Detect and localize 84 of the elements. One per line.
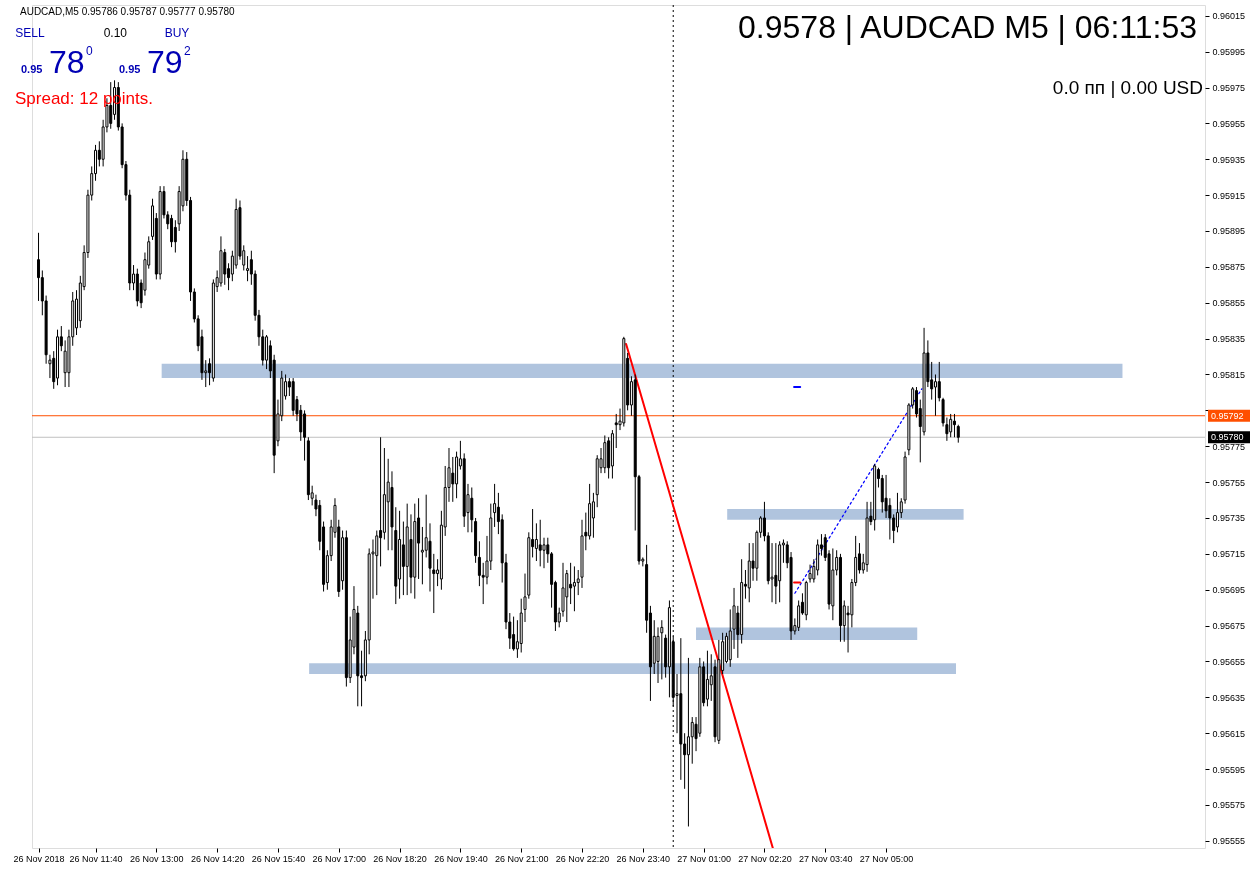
candlestick	[470, 486, 474, 533]
y-tick-label: 0.95995	[1212, 47, 1246, 58]
candlestick	[949, 413, 953, 438]
annotation: 79	[147, 44, 183, 80]
annotation: 78	[49, 44, 85, 80]
candlestick	[569, 562, 573, 605]
y-tick-label: 0.95855	[1212, 298, 1246, 309]
candlestick	[614, 413, 618, 449]
candlestick	[512, 616, 516, 652]
x-tick-label: 26 Nov 11:40	[69, 853, 123, 864]
x-tick-label: 27 Nov 01:00	[677, 853, 731, 864]
y-tick-label: 0.95915	[1212, 190, 1246, 201]
y-tick-label: 0.95775	[1212, 441, 1246, 452]
candlestick	[797, 599, 801, 632]
y-tick-label: 0.95935	[1212, 154, 1246, 165]
y-tick-label: 0.95635	[1212, 692, 1246, 703]
x-tick-label: 26 Nov 21:00	[494, 853, 549, 864]
y-tick-label: 0.95835	[1212, 334, 1246, 345]
candlestick	[37, 232, 41, 302]
y-tick-label: 0.95695	[1212, 585, 1246, 596]
y-tick-label: 0.95715	[1212, 549, 1246, 560]
annotation: 0	[86, 44, 93, 58]
candlestick	[542, 537, 546, 569]
annotation: 0.9578 | AUDCAD M5 | 06:11:53	[738, 9, 1197, 45]
y-tick-label: 0.95955	[1212, 118, 1246, 129]
candlestick	[375, 530, 379, 596]
candlestick	[493, 483, 497, 528]
x-tick-label: 26 Nov 2018	[13, 853, 65, 864]
x-tick-label: 27 Nov 05:00	[859, 853, 914, 864]
candlestick	[660, 619, 664, 680]
candlestick	[170, 214, 174, 248]
x-tick-label: 26 Nov 23:40	[616, 853, 671, 864]
candlestick	[477, 540, 481, 587]
candlestick	[690, 716, 694, 765]
candlestick	[534, 522, 538, 562]
y-tick-label: 0.95975	[1212, 83, 1246, 94]
x-tick-label: 26 Nov 14:20	[190, 853, 245, 864]
y-tick-label: 0.95755	[1212, 477, 1246, 488]
annotation: 0.95	[21, 63, 43, 75]
y-tick-label: 0.95815	[1212, 369, 1246, 380]
y-tick-label: 0.95895	[1212, 226, 1246, 237]
candlestick	[420, 526, 424, 585]
x-tick-label: 26 Nov 18:20	[373, 853, 427, 864]
candlestick	[401, 521, 405, 596]
annotation: 0.0 пп | 0.00 USD	[1052, 77, 1203, 98]
x-tick-label: 26 Nov 19:40	[434, 853, 488, 864]
candlestick	[246, 255, 250, 282]
y-tick-label: 0.95595	[1212, 764, 1246, 775]
candlestick	[538, 519, 542, 567]
y-tick-label: 0.96015	[1212, 11, 1246, 22]
chart-title: AUDCAD,M5 0.95786 0.95787 0.95777 0.95780	[20, 6, 236, 17]
candlestick	[451, 456, 455, 503]
annotation: 0.10	[103, 26, 128, 40]
x-tick-label: 26 Nov 13:00	[130, 853, 184, 864]
x-tick-label: 26 Nov 22:20	[555, 853, 610, 864]
candlestick	[572, 565, 576, 612]
candlestick	[265, 334, 269, 370]
y-tick-label: 0.95875	[1212, 262, 1246, 273]
y-tick-label: 0.95735	[1212, 513, 1246, 524]
annotation: SELL	[15, 26, 45, 40]
annotation: 2	[184, 44, 191, 58]
y-tick-label: 0.95655	[1212, 656, 1246, 667]
ref-line-label: 0.95780	[1211, 432, 1244, 443]
x-tick-label: 26 Nov 15:40	[251, 853, 306, 864]
candlestick	[223, 248, 227, 286]
x-tick-label: 27 Nov 02:20	[738, 853, 792, 864]
ref-line-label: 0.95792	[1211, 410, 1244, 421]
y-tick-label: 0.95675	[1212, 621, 1246, 632]
candlestick	[386, 458, 390, 551]
candlestick	[952, 413, 956, 438]
candlestick	[895, 492, 899, 533]
candlestick	[686, 657, 690, 827]
y-tick-label: 0.95615	[1212, 728, 1246, 739]
x-tick-label: 26 Nov 17:00	[312, 853, 367, 864]
x-tick-label: 27 Nov 03:40	[798, 853, 853, 864]
candlestick	[63, 339, 67, 388]
y-tick-label: 0.95555	[1212, 836, 1246, 847]
annotation: 0.95	[119, 63, 141, 75]
candlestick	[591, 492, 595, 539]
annotation: BUY	[164, 26, 190, 40]
candlestick	[303, 409, 307, 462]
candlestick	[774, 542, 778, 605]
y-tick-label: 0.95575	[1212, 800, 1246, 811]
candlestick	[933, 373, 937, 417]
